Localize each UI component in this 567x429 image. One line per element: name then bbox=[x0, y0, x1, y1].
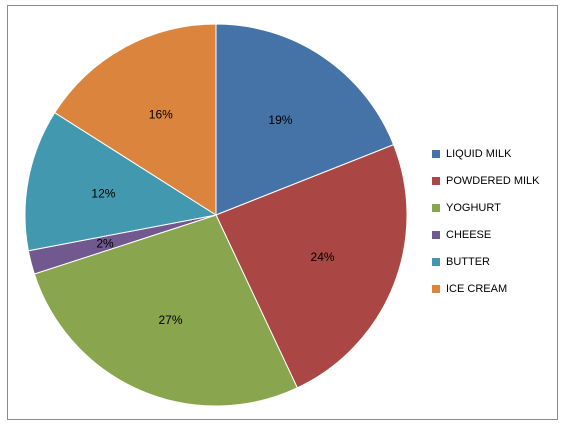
pie-slices bbox=[24, 23, 408, 407]
legend-item-butter: BUTTER bbox=[432, 248, 540, 275]
legend-swatch bbox=[432, 149, 440, 158]
pie-slice-butter bbox=[24, 111, 218, 252]
legend-label: LIQUID MILK bbox=[446, 147, 512, 160]
data-label-liquid-milk: 19% bbox=[268, 113, 292, 127]
legend-item-liquid-milk: LIQUID MILK bbox=[432, 140, 540, 167]
legend-swatch bbox=[432, 284, 440, 293]
legend-swatch bbox=[432, 176, 440, 185]
legend-label: ICE CREAM bbox=[446, 282, 508, 295]
data-label-powdered-milk: 24% bbox=[311, 250, 335, 264]
legend-label: BUTTER bbox=[446, 255, 490, 268]
legend-label: YOGHURT bbox=[446, 201, 501, 214]
legend-item-powdered-milk: POWDERED MILK bbox=[432, 167, 540, 194]
pie-data-labels: 19% 24% 27% 2% 12% 16% bbox=[91, 108, 334, 328]
data-label-ice-cream: 16% bbox=[149, 108, 173, 122]
legend-item-yoghurt: YOGHURT bbox=[432, 194, 540, 221]
data-label-cheese: 2% bbox=[96, 236, 114, 250]
legend-label: CHEESE bbox=[446, 228, 492, 241]
legend: LIQUID MILK POWDERED MILK YOGHURT CHEESE BUT… bbox=[432, 140, 540, 302]
legend-swatch bbox=[432, 257, 440, 266]
pie-slice-ice-cream bbox=[54, 23, 217, 216]
pie-slice-yoghurt bbox=[33, 214, 298, 407]
legend-item-ice-cream: ICE CREAM bbox=[432, 275, 540, 302]
legend-label: POWDERED MILK bbox=[446, 174, 540, 187]
legend-swatch bbox=[432, 203, 440, 212]
legend-swatch bbox=[432, 230, 440, 239]
legend-item-cheese: CHEESE bbox=[432, 221, 540, 248]
data-label-yoghurt: 27% bbox=[158, 313, 182, 327]
pie-slice-liquid-milk bbox=[215, 23, 395, 216]
pie-slice-powdered-milk bbox=[215, 144, 408, 389]
data-label-butter: 12% bbox=[91, 187, 115, 201]
